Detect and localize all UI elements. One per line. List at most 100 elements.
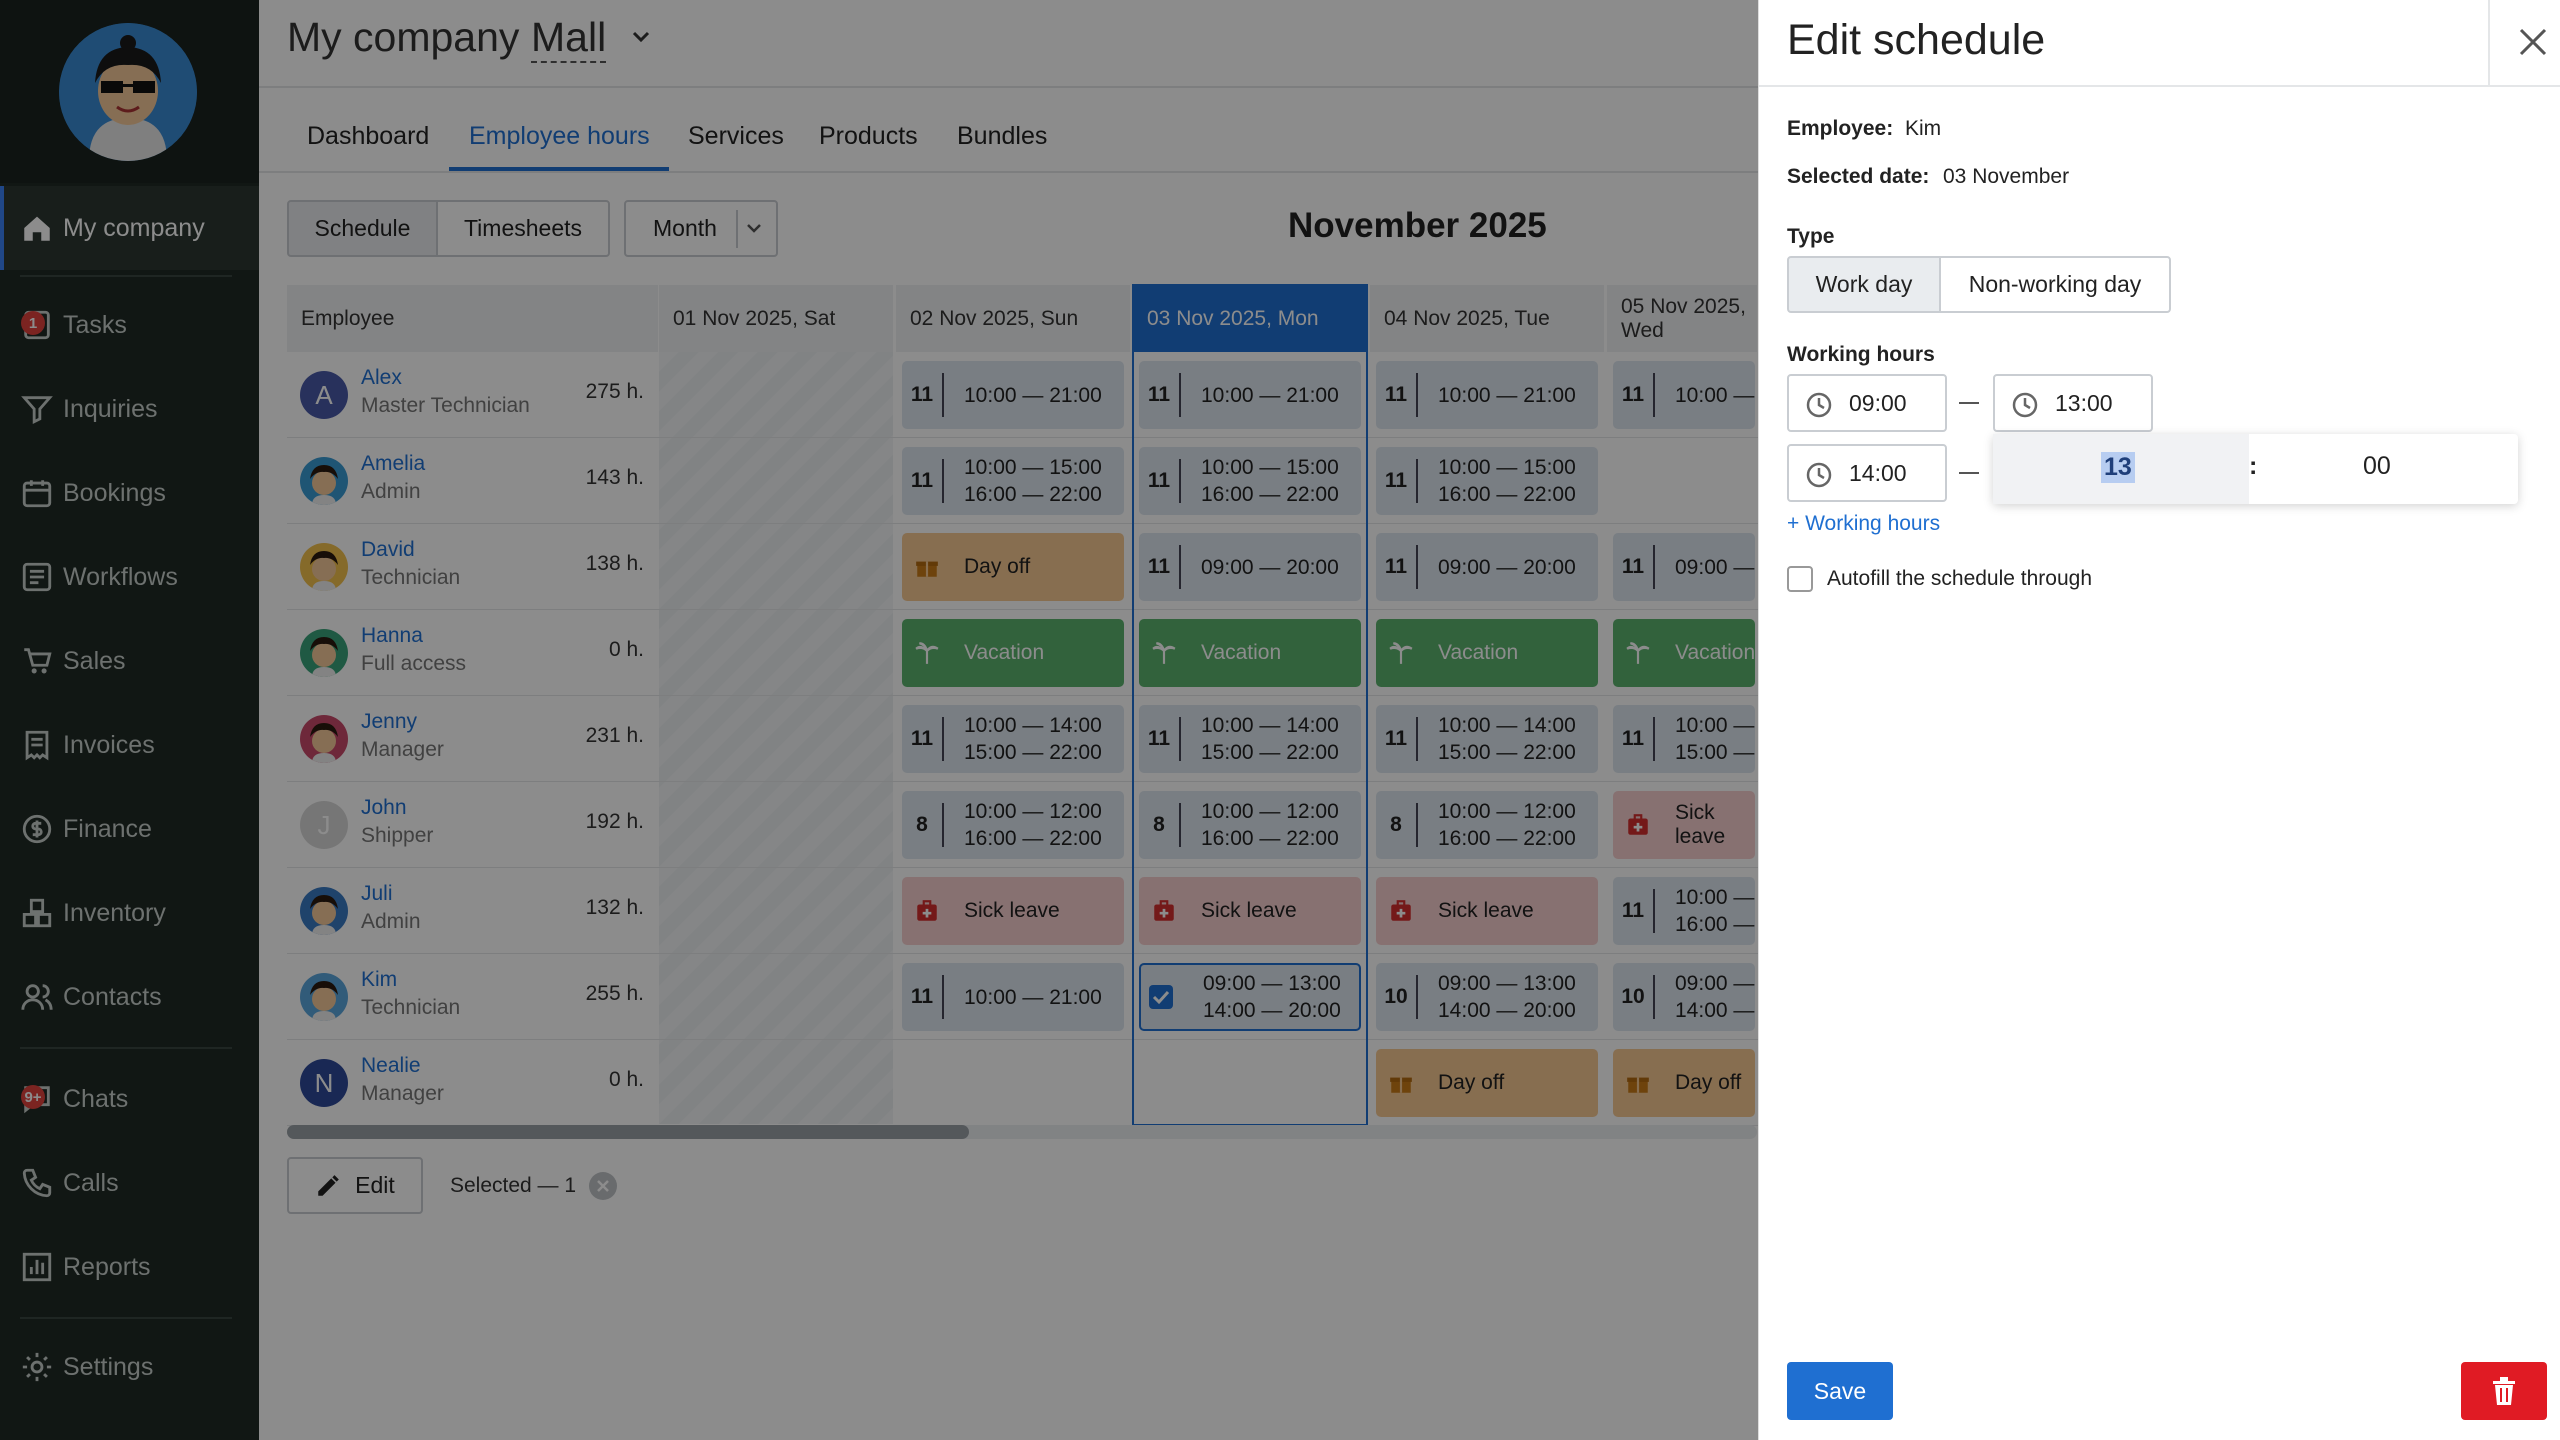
- tab-dashboard[interactable]: Dashboard: [307, 122, 430, 150]
- sidebar-item-settings[interactable]: Settings: [0, 1325, 259, 1409]
- user-avatar[interactable]: [59, 23, 197, 161]
- tab-products[interactable]: Products: [819, 122, 918, 150]
- schedule-cell[interactable]: 11 10:00 — 21:00: [1376, 361, 1598, 429]
- non-working-day-toggle[interactable]: Non-working day: [1939, 256, 2171, 313]
- sidebar-item-inquiries[interactable]: Inquiries: [0, 367, 259, 451]
- pencil-icon: [318, 1174, 340, 1196]
- chevron-down-icon[interactable]: [631, 30, 651, 44]
- schedule-cell[interactable]: 11 10:00 — 16:00 —: [1613, 877, 1755, 945]
- schedule-cell[interactable]: 11 10:00 — 15:00 —: [1613, 705, 1755, 773]
- schedule-cell[interactable]: Day off: [1376, 1049, 1598, 1117]
- schedule-cell[interactable]: 8 10:00 — 12:00 16:00 — 22:00: [1376, 791, 1598, 859]
- hour-value[interactable]: 13: [2101, 452, 2135, 483]
- edit-button[interactable]: Edit: [287, 1157, 423, 1214]
- schedule-cell[interactable]: 8 10:00 — 12:00 16:00 — 22:00: [1139, 791, 1361, 859]
- time-ranges: 10:00 — 14:00 15:00 — 22:00: [1438, 705, 1576, 773]
- schedule-cell[interactable]: Sick leave: [1613, 791, 1755, 859]
- employee-name[interactable]: John: [361, 796, 407, 819]
- sidebar-item-calls[interactable]: Calls: [0, 1141, 259, 1225]
- cell-divider: [1653, 889, 1655, 933]
- period-select[interactable]: Month: [624, 200, 778, 257]
- schedule-cell[interactable]: 11 10:00 — 21:00: [902, 361, 1124, 429]
- schedule-cell[interactable]: 11 10:00 — 15:00 16:00 — 22:00: [1139, 447, 1361, 515]
- employee-name[interactable]: David: [361, 538, 415, 561]
- minute-value[interactable]: 00: [2363, 452, 2391, 480]
- sidebar-item-tasks[interactable]: Tasks 1: [0, 283, 259, 367]
- date-column-header[interactable]: 05 Nov 2025, Wed: [1607, 285, 1757, 352]
- close-icon[interactable]: [2515, 24, 2551, 60]
- employee-name[interactable]: Juli: [361, 882, 393, 905]
- work-day-toggle[interactable]: Work day: [1787, 256, 1941, 313]
- sidebar-item-finance[interactable]: Finance: [0, 787, 259, 871]
- sidebar-item-invoices[interactable]: Invoices: [0, 703, 259, 787]
- sidebar-item-bookings[interactable]: Bookings: [0, 451, 259, 535]
- schedule-cell[interactable]: Vacation: [902, 619, 1124, 687]
- employee-name[interactable]: Alex: [361, 366, 402, 389]
- time-ranges: 10:00 — 15:00 —: [1675, 705, 1754, 773]
- employee-avatar: J: [300, 801, 348, 849]
- schedule-cell[interactable]: 11 10:00 — 14:00 15:00 — 22:00: [1139, 705, 1361, 773]
- schedule-cell[interactable]: Sick leave: [902, 877, 1124, 945]
- range1-start-input[interactable]: 09:00: [1787, 374, 1947, 432]
- schedule-cell[interactable]: 11 10:00 — 14:00 15:00 — 22:00: [902, 705, 1124, 773]
- sidebar-item-inventory[interactable]: Inventory: [0, 871, 259, 955]
- schedule-cell[interactable]: 11 10:00 — 21:00: [902, 963, 1124, 1031]
- employee-hours: 192 h.: [585, 810, 644, 833]
- sidebar-item-workflows[interactable]: Workflows: [0, 535, 259, 619]
- schedule-cell[interactable]: 09:00 — 13:00 14:00 — 20:00: [1139, 963, 1361, 1031]
- schedule-cell[interactable]: Sick leave: [1376, 877, 1598, 945]
- range1-end-input[interactable]: 13:00: [1993, 374, 2153, 432]
- schedule-cell[interactable]: Vacation: [1139, 619, 1361, 687]
- sidebar-item-reports[interactable]: Reports: [0, 1225, 259, 1309]
- sidebar-item-sales[interactable]: Sales: [0, 619, 259, 703]
- employee-name[interactable]: Amelia: [361, 452, 426, 475]
- date-column-header[interactable]: 03 Nov 2025, Mon: [1133, 285, 1367, 352]
- range2-start-input[interactable]: 14:00: [1787, 444, 1947, 502]
- cell-checkbox[interactable]: [1141, 965, 1181, 1029]
- past-day-hatch: [659, 352, 893, 1124]
- schedule-cell[interactable]: Vacation: [1376, 619, 1598, 687]
- sidebar-item-chats[interactable]: Chats 9+: [0, 1057, 259, 1141]
- schedule-cell[interactable]: 11 09:00 —: [1613, 533, 1755, 601]
- clear-selection-button[interactable]: [589, 1172, 617, 1200]
- schedule-cell[interactable]: 11 10:00 — 21:00: [1139, 361, 1361, 429]
- schedule-cell[interactable]: 11 10:00 —: [1613, 361, 1755, 429]
- employee-role: Manager: [361, 1082, 444, 1105]
- schedule-cell[interactable]: Sick leave: [1139, 877, 1361, 945]
- save-button[interactable]: Save: [1787, 1362, 1893, 1420]
- schedule-cell[interactable]: 10 09:00 — 13:00 14:00 — 20:00: [1376, 963, 1598, 1031]
- schedule-cell[interactable]: Vacation: [1613, 619, 1755, 687]
- schedule-cell[interactable]: 11 09:00 — 20:00: [1376, 533, 1598, 601]
- employee-name[interactable]: Jenny: [361, 710, 418, 733]
- modal-backdrop[interactable]: [0, 0, 1758, 1440]
- schedule-cell[interactable]: 8 10:00 — 12:00 16:00 — 22:00: [902, 791, 1124, 859]
- schedule-toggle[interactable]: Schedule: [287, 200, 438, 257]
- schedule-cell[interactable]: Day off: [1613, 1049, 1755, 1117]
- schedule-cell[interactable]: Day off: [902, 533, 1124, 601]
- location-select[interactable]: Mall: [531, 14, 607, 63]
- tab-services[interactable]: Services: [688, 122, 784, 150]
- schedule-cell[interactable]: 11 09:00 — 20:00: [1139, 533, 1361, 601]
- date-column-header[interactable]: 02 Nov 2025, Sun: [896, 285, 1130, 352]
- schedule-cell[interactable]: 11 10:00 — 14:00 15:00 — 22:00: [1376, 705, 1598, 773]
- employee-name[interactable]: Hanna: [361, 624, 423, 647]
- tab-bundles[interactable]: Bundles: [957, 122, 1048, 150]
- schedule-cell[interactable]: 10 09:00 — 14:00 —: [1613, 963, 1755, 1031]
- delete-button[interactable]: [2461, 1362, 2547, 1420]
- horizontal-scrollbar-thumb[interactable]: [287, 1125, 969, 1139]
- timesheets-toggle[interactable]: Timesheets: [436, 200, 610, 257]
- add-working-hours-link[interactable]: + Working hours: [1787, 512, 1941, 535]
- date-column-header[interactable]: 04 Nov 2025, Tue: [1370, 285, 1604, 352]
- time-range: 09:00 —: [1675, 555, 1755, 579]
- time-range: 10:00 — 21:00: [964, 985, 1102, 1009]
- schedule-cell[interactable]: 11 10:00 — 15:00 16:00 — 22:00: [1376, 447, 1598, 515]
- time-range: 10:00 — 21:00: [964, 383, 1102, 407]
- sidebar-item-contacts[interactable]: Contacts: [0, 955, 259, 1039]
- date-column-header[interactable]: 01 Nov 2025, Sat: [659, 285, 893, 352]
- employee-name[interactable]: Kim: [361, 968, 398, 991]
- autofill-checkbox[interactable]: [1787, 566, 1813, 592]
- sidebar-item-my-company[interactable]: My company: [0, 186, 259, 270]
- tab-employee-hours[interactable]: Employee hours: [469, 122, 650, 150]
- employee-name[interactable]: Nealie: [361, 1054, 421, 1077]
- schedule-cell[interactable]: 11 10:00 — 15:00 16:00 — 22:00: [902, 447, 1124, 515]
